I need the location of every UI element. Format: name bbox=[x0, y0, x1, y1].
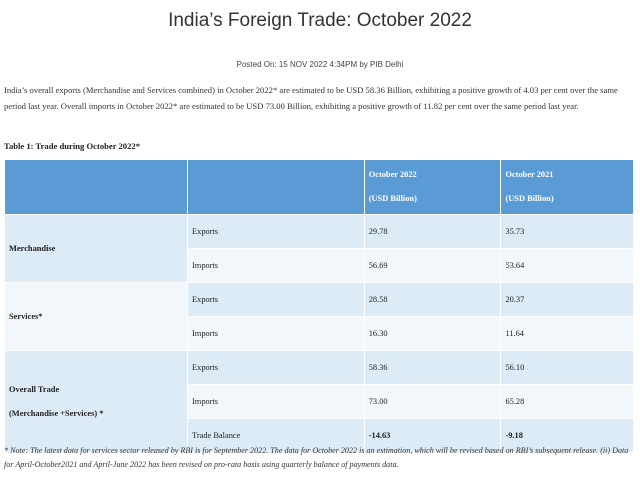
row-label: Exports bbox=[187, 214, 365, 249]
table-row: Services* Exports 28.58 20.37 bbox=[3, 282, 634, 351]
trade-balance-oct-2021: -9.18 bbox=[500, 418, 634, 453]
value-cell: 73.00 bbox=[363, 384, 502, 419]
page-title: India’s Foreign Trade: October 2022 bbox=[168, 10, 472, 31]
trade-table: October 2022 (USD Billion) October 2021 … bbox=[3, 159, 634, 453]
row-label: Imports bbox=[187, 384, 365, 419]
table-row: Imports 56.69 53.64 bbox=[5, 248, 634, 283]
table-row: Trade Balance -14.63 -9.18 bbox=[5, 418, 634, 453]
header-oct-2022-label: October 2022 bbox=[368, 170, 417, 179]
value-cell: 53.64 bbox=[500, 248, 634, 283]
intro-paragraph: India’s overall exports (Merchandise and… bbox=[4, 85, 618, 111]
overall-trade-label-line2: (Merchandise +Services) * bbox=[9, 408, 104, 418]
value-cell: 58.36 bbox=[363, 350, 502, 385]
value-cell: 65.28 bbox=[500, 384, 634, 419]
value-cell: 35.73 bbox=[500, 214, 634, 249]
table-row: Imports 73.00 65.28 bbox=[5, 384, 634, 419]
table-header-row: October 2022 (USD Billion) October 2021 … bbox=[3, 159, 634, 215]
value-cell: 29.78 bbox=[363, 214, 502, 249]
header-empty-cell bbox=[3, 159, 189, 215]
row-label: Imports bbox=[187, 248, 365, 283]
header-oct-2021-label: October 2021 bbox=[505, 170, 554, 179]
header-oct-2021: October 2021 (USD Billion) bbox=[500, 159, 634, 215]
value-cell: 56.10 bbox=[500, 350, 634, 385]
row-label: Exports bbox=[187, 350, 365, 385]
overall-trade-label-line1: Overall Trade bbox=[9, 384, 60, 394]
overall-trade-label: Overall Trade (Merchandise +Services) * bbox=[3, 350, 189, 453]
header-oct-2021-unit: (USD Billion) bbox=[505, 194, 554, 203]
value-cell: 28.58 bbox=[363, 282, 502, 317]
table-row: Overall Trade (Merchandise +Services) * … bbox=[3, 350, 634, 453]
header-oct-2022: October 2022 (USD Billion) bbox=[363, 159, 502, 215]
value-cell: 16.30 bbox=[363, 316, 502, 351]
trade-balance-oct-2022: -14.63 bbox=[363, 418, 502, 453]
table-caption: Table 1: Trade during October 2022* bbox=[4, 141, 140, 151]
table-row: Imports 16.30 11.64 bbox=[5, 316, 634, 351]
header-empty-cell bbox=[187, 159, 365, 215]
value-cell: 11.64 bbox=[500, 316, 634, 351]
services-label: Services* bbox=[3, 282, 189, 351]
value-cell: 56.69 bbox=[363, 248, 502, 283]
footnote: * Note: The latest data for services sec… bbox=[4, 446, 629, 469]
table-row: Merchandise Exports 29.78 35.73 bbox=[3, 214, 634, 283]
header-oct-2022-unit: (USD Billion) bbox=[368, 194, 417, 203]
row-label: Imports bbox=[187, 316, 365, 351]
row-label: Exports bbox=[187, 282, 365, 317]
posted-on-line: Posted On: 15 NOV 2022 4:34PM by PIB Del… bbox=[236, 60, 404, 69]
value-cell: 20.37 bbox=[500, 282, 634, 317]
row-label: Trade Balance bbox=[187, 418, 365, 453]
merchandise-label: Merchandise bbox=[3, 214, 189, 283]
